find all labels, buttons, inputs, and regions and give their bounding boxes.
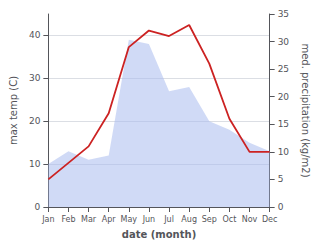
svg-text:Feb: Feb bbox=[61, 215, 75, 224]
svg-text:May: May bbox=[121, 215, 138, 224]
svg-text:0: 0 bbox=[278, 202, 284, 212]
svg-text:40: 40 bbox=[29, 30, 41, 40]
svg-text:med. precipitation (kg/m2): med. precipitation (kg/m2) bbox=[300, 43, 311, 177]
svg-text:Mar: Mar bbox=[81, 215, 97, 224]
svg-text:Dec: Dec bbox=[262, 215, 277, 224]
svg-text:5: 5 bbox=[278, 174, 284, 184]
svg-text:10: 10 bbox=[29, 159, 41, 169]
svg-text:max temp (C): max temp (C) bbox=[8, 76, 19, 145]
svg-text:Apr: Apr bbox=[102, 215, 117, 224]
svg-text:Oct: Oct bbox=[222, 215, 236, 224]
svg-text:Aug: Aug bbox=[181, 215, 197, 224]
svg-text:Nov: Nov bbox=[242, 215, 258, 224]
svg-text:Jul: Jul bbox=[163, 215, 174, 224]
svg-text:30: 30 bbox=[278, 37, 290, 47]
svg-text:Sep: Sep bbox=[202, 215, 217, 224]
svg-text:30: 30 bbox=[29, 73, 41, 83]
svg-text:25: 25 bbox=[278, 64, 289, 74]
svg-text:35: 35 bbox=[278, 9, 289, 19]
svg-text:20: 20 bbox=[278, 92, 290, 102]
svg-text:date (month): date (month) bbox=[122, 229, 196, 240]
svg-text:20: 20 bbox=[29, 116, 41, 126]
svg-text:15: 15 bbox=[278, 119, 289, 129]
svg-text:Jun: Jun bbox=[142, 215, 156, 224]
svg-text:10: 10 bbox=[278, 147, 290, 157]
svg-text:0: 0 bbox=[35, 202, 41, 212]
svg-text:Jan: Jan bbox=[41, 215, 54, 224]
